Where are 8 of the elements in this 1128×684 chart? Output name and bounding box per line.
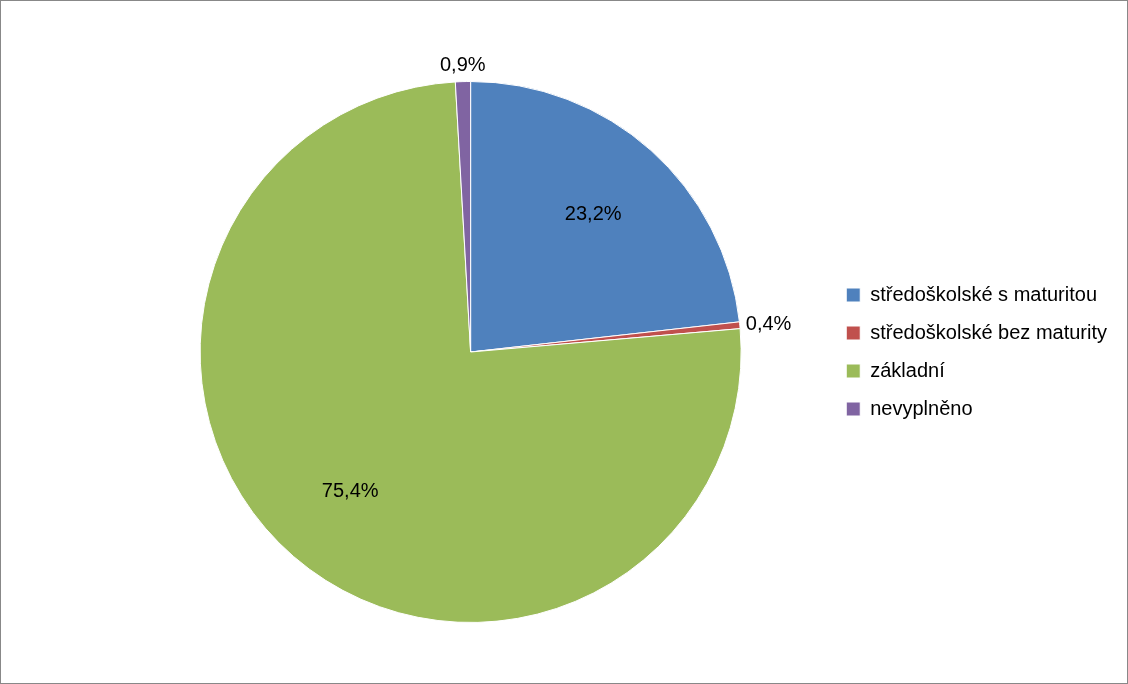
data-label: 23,2% — [564, 202, 622, 225]
data-label: 0,4% — [745, 312, 792, 335]
data-label: 0,9% — [440, 53, 486, 76]
legend-label: středoškolské s maturitou — [870, 282, 1098, 305]
legend-label: středoškolské bez maturity — [870, 320, 1108, 343]
legend-label: základní — [870, 358, 946, 381]
legend-label: nevyplněno — [870, 396, 973, 419]
data-label: 75,4% — [321, 478, 379, 501]
